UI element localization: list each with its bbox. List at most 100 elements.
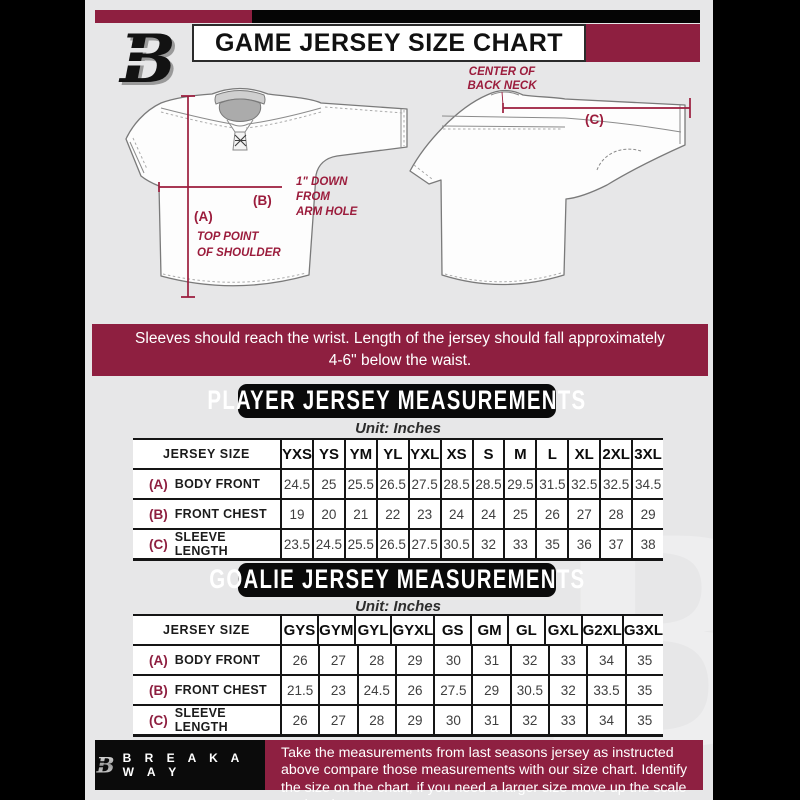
measurement-value: 29.5 bbox=[503, 470, 535, 498]
measurement-row: (B) FRONT CHEST 21.5 23 24.5 26 27.5 29 30.5 32 33… bbox=[133, 676, 663, 706]
table-header-row: JERSEY SIZE GYS GYM GYL GYXL GS GM GL GXL G2XL G3X… bbox=[133, 616, 663, 646]
size-column-header: YM bbox=[343, 440, 376, 468]
infographic-canvas: B GAME JERSEY SIZE CHART B B bbox=[85, 0, 713, 800]
measurement-value: 26 bbox=[535, 500, 567, 528]
row-key: (C) bbox=[149, 536, 168, 552]
jersey-size-header: JERSEY SIZE bbox=[163, 447, 250, 461]
fit-notice-banner: Sleeves should reach the wrist. Length o… bbox=[92, 324, 708, 376]
measurement-value: 27 bbox=[318, 646, 356, 674]
table-header-row: JERSEY SIZE YXS YS YM YL YXL XS S M L XL 2XL 3XL bbox=[133, 440, 663, 470]
goalie-measurements-table: JERSEY SIZE GYS GYM GYL GYXL GS GM GL GXL G2XL G3X… bbox=[133, 614, 663, 737]
note-b-line2: FROM bbox=[296, 191, 330, 203]
measurement-row-label: (A) BODY FRONT bbox=[133, 646, 280, 674]
measurement-value: 28 bbox=[599, 500, 631, 528]
header-bar-maroon-segment bbox=[95, 10, 252, 23]
header-bar-black-segment bbox=[252, 10, 700, 23]
page-title-box: GAME JERSEY SIZE CHART bbox=[192, 24, 586, 62]
measurement-value: 27.5 bbox=[433, 676, 471, 704]
size-column-header: XS bbox=[439, 440, 472, 468]
size-column-header: GYL bbox=[353, 616, 391, 644]
size-column-header: L bbox=[535, 440, 567, 468]
measurement-value: 26 bbox=[280, 706, 318, 734]
size-column-header: G2XL bbox=[580, 616, 622, 644]
label-b: (B) bbox=[253, 193, 272, 208]
measurement-value: 34 bbox=[586, 646, 624, 674]
measurement-value: 21 bbox=[343, 500, 376, 528]
player-section-header: PLAYER JERSEY MEASUREMENTS bbox=[208, 384, 585, 418]
size-column-header: YXL bbox=[407, 440, 440, 468]
measurement-value: 28.5 bbox=[439, 470, 472, 498]
measurement-value: 32.5 bbox=[599, 470, 631, 498]
measurement-value: 32 bbox=[509, 706, 548, 734]
measurement-row-label: (C) SLEEVE LENGTH bbox=[133, 706, 280, 734]
label-a: (A) bbox=[194, 209, 213, 224]
size-column-header: YXS bbox=[280, 440, 312, 468]
header-maroon-block bbox=[586, 24, 700, 62]
size-column-header: G3XL bbox=[621, 616, 663, 644]
measurement-annotations: (B) 1" DOWN FROM ARM HOLE (A) TOP POINT … bbox=[158, 66, 691, 298]
size-column-header: GYS bbox=[280, 616, 317, 644]
measurement-value: 34 bbox=[586, 706, 624, 734]
size-column-header: 3XL bbox=[631, 440, 663, 468]
measurement-row-label: (C) SLEEVE LENGTH bbox=[133, 530, 280, 558]
row-label-text: BODY FRONT bbox=[174, 477, 261, 491]
footer-b-logo-icon: B bbox=[95, 753, 115, 778]
measurement-value: 29 bbox=[471, 676, 509, 704]
measurement-value: 35 bbox=[624, 646, 663, 674]
size-column-header: GS bbox=[433, 616, 470, 644]
measurement-value: 33 bbox=[548, 706, 586, 734]
size-column-header: GYXL bbox=[390, 616, 433, 644]
svg-text:B: B bbox=[96, 753, 115, 778]
measurement-value: 24 bbox=[471, 500, 504, 528]
size-column-header: M bbox=[503, 440, 535, 468]
measurement-value: 33 bbox=[548, 646, 586, 674]
player-measurements-table: JERSEY SIZE YXS YS YM YL YXL XS S M L XL 2XL 3XL (A) B… bbox=[133, 438, 663, 561]
measurement-value: 32 bbox=[471, 530, 504, 558]
row-key: (A) bbox=[149, 476, 168, 492]
row-label-text: FRONT CHEST bbox=[174, 683, 267, 697]
header-top-bar bbox=[95, 10, 700, 23]
measurement-value: 31 bbox=[471, 646, 509, 674]
player-section-title: PLAYER JERSEY MEASUREMENTS bbox=[207, 385, 587, 416]
measurement-row: (B) FRONT CHEST 19 20 21 22 23 24 24 25 26 27 28 29 bbox=[133, 500, 663, 530]
measurement-value: 38 bbox=[631, 530, 663, 558]
measurement-value: 35 bbox=[624, 706, 663, 734]
measurement-value: 26.5 bbox=[375, 530, 408, 558]
measurement-value: 21.5 bbox=[280, 676, 318, 704]
row-key: (B) bbox=[149, 506, 168, 522]
measurement-value: 25.5 bbox=[343, 530, 376, 558]
size-column-header: YL bbox=[375, 440, 408, 468]
size-column-header: XL bbox=[567, 440, 599, 468]
measurement-value: 32 bbox=[509, 646, 548, 674]
size-column-header: YS bbox=[312, 440, 344, 468]
footer-logo-box: B B R E A K A W A Y bbox=[95, 740, 265, 790]
back-jersey-drawing bbox=[409, 89, 686, 286]
note-a-line1: TOP POINT bbox=[197, 231, 259, 243]
goalie-section-title: GOALIE JERSEY MEASUREMENTS bbox=[208, 564, 586, 595]
row-label-text: SLEEVE LENGTH bbox=[174, 530, 228, 558]
measurement-value: 24 bbox=[439, 500, 472, 528]
measurement-value: 37 bbox=[599, 530, 631, 558]
footer-instructions-box: Take the measurements from last seasons … bbox=[265, 740, 703, 800]
measurement-value: 34.5 bbox=[631, 470, 663, 498]
measurement-row-label: (B) FRONT CHEST bbox=[133, 676, 280, 704]
goalie-section-header: GOALIE JERSEY MEASUREMENTS bbox=[209, 563, 584, 597]
measurement-value: 20 bbox=[311, 500, 344, 528]
breakaway-b-logo-icon: B B bbox=[114, 20, 179, 101]
fit-notice-text: Sleeves should reach the wrist. Length o… bbox=[135, 330, 665, 369]
measurement-value: 30 bbox=[433, 646, 471, 674]
note-a-line2: OF SHOULDER bbox=[197, 247, 281, 259]
measurement-value: 25 bbox=[311, 470, 344, 498]
row-label-text: SLEEVE LENGTH bbox=[174, 706, 228, 734]
measurement-row: (A) BODY FRONT 26 27 28 29 30 31 32 33 34 35 bbox=[133, 646, 663, 676]
measurement-value: 23.5 bbox=[280, 530, 312, 558]
row-key: (C) bbox=[149, 712, 168, 728]
jersey-size-header: JERSEY SIZE bbox=[163, 623, 250, 637]
measurement-value: 30 bbox=[433, 706, 471, 734]
measurement-value: 27.5 bbox=[407, 530, 440, 558]
size-column-header: GL bbox=[506, 616, 544, 644]
measurement-value: 28.5 bbox=[471, 470, 504, 498]
measurement-value: 33.5 bbox=[586, 676, 624, 704]
measurement-value: 35 bbox=[535, 530, 567, 558]
measurement-value: 30.5 bbox=[509, 676, 548, 704]
